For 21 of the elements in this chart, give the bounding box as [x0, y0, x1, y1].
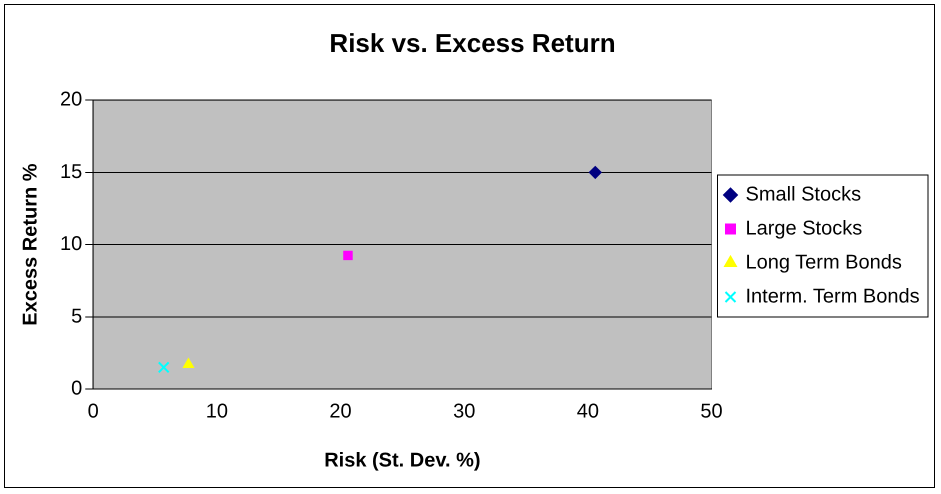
legend-label: Long Term Bonds	[746, 252, 902, 274]
x-tick-label: 40	[576, 400, 599, 423]
y-tick-label: 10	[60, 233, 82, 256]
legend-label: Large Stocks	[746, 218, 862, 240]
x-tick-label: 0	[88, 400, 99, 423]
legend-label: Small Stocks	[746, 184, 862, 206]
point	[343, 250, 353, 260]
point	[588, 166, 602, 179]
x-axis-title: Risk (St. Dev. %)	[324, 450, 481, 472]
x-tick-label: 50	[700, 400, 723, 423]
x-tick-label: 20	[329, 400, 352, 423]
point	[158, 361, 170, 374]
x-tick-label: 10	[206, 400, 228, 423]
y-axis-title: Excess Return %	[20, 163, 42, 326]
y-tick-label: 5	[71, 305, 82, 328]
chart-title: Risk vs. Excess Return	[329, 28, 616, 58]
y-tick-label: 20	[60, 88, 82, 111]
y-tick-label: 15	[60, 160, 82, 183]
y-tick-label: 0	[71, 378, 82, 400]
x-tick-label: 30	[453, 400, 476, 423]
legend-label: Interm. Term Bonds	[746, 286, 920, 308]
